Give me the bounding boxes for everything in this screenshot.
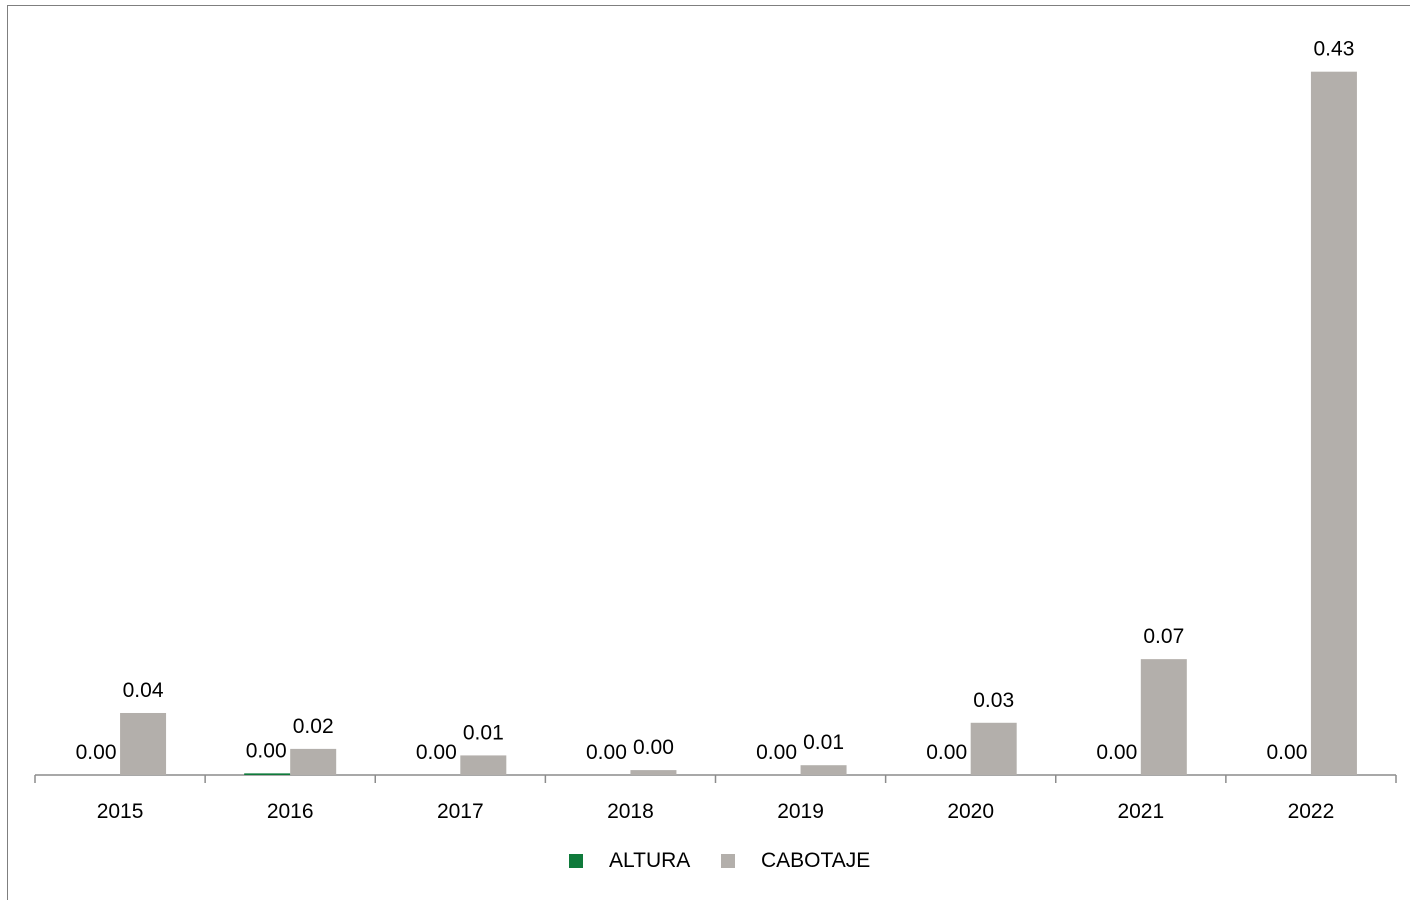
x-tick-label-2022: 2022 — [1288, 800, 1335, 823]
data-label-cabotaje-2020: 0.03 — [973, 689, 1014, 712]
bar-cabotaje-2019 — [800, 765, 847, 775]
legend-swatch-cabotaje — [721, 854, 735, 868]
bar-cabotaje-2018 — [630, 770, 677, 775]
data-label-cabotaje-2017: 0.01 — [463, 721, 504, 744]
bar-cabotaje-2021 — [1140, 659, 1187, 775]
data-label-altura-2022: 0.00 — [1267, 741, 1308, 764]
chart-frame — [7, 5, 1410, 900]
bar-cabotaje-2017 — [460, 755, 507, 775]
x-tick-label-2015: 2015 — [97, 800, 144, 823]
bar-cabotaje-2020 — [970, 722, 1017, 775]
data-label-altura-2015: 0.00 — [76, 741, 117, 764]
x-tick-label-2021: 2021 — [1117, 800, 1164, 823]
data-label-cabotaje-2018: 0.00 — [633, 736, 674, 759]
x-tick-label-2019: 2019 — [777, 800, 824, 823]
bar-altura-2016 — [244, 773, 291, 775]
x-tick-label-2020: 2020 — [947, 800, 994, 823]
data-label-cabotaje-2015: 0.04 — [123, 679, 164, 702]
data-label-cabotaje-2019: 0.01 — [803, 731, 844, 754]
x-tick-label-2018: 2018 — [607, 800, 654, 823]
bar-cabotaje-2016 — [290, 748, 337, 775]
legend-label-altura: ALTURA — [609, 849, 690, 872]
data-label-altura-2018: 0.00 — [586, 741, 627, 764]
data-label-altura-2020: 0.00 — [926, 741, 967, 764]
legend-label-cabotaje: CABOTAJE — [761, 849, 870, 872]
x-tick-label-2016: 2016 — [267, 800, 314, 823]
legend-swatch-altura — [569, 854, 583, 868]
data-label-cabotaje-2022: 0.43 — [1314, 38, 1355, 61]
data-label-altura-2016: 0.00 — [246, 739, 287, 762]
data-label-cabotaje-2016: 0.02 — [293, 715, 334, 738]
data-label-altura-2021: 0.00 — [1096, 741, 1137, 764]
data-label-altura-2017: 0.00 — [416, 741, 457, 764]
bar-cabotaje-2015 — [120, 712, 167, 775]
bar-cabotaje-2022 — [1310, 71, 1357, 776]
data-label-altura-2019: 0.00 — [756, 741, 797, 764]
data-label-cabotaje-2021: 0.07 — [1143, 625, 1184, 648]
x-tick-label-2017: 2017 — [437, 800, 484, 823]
